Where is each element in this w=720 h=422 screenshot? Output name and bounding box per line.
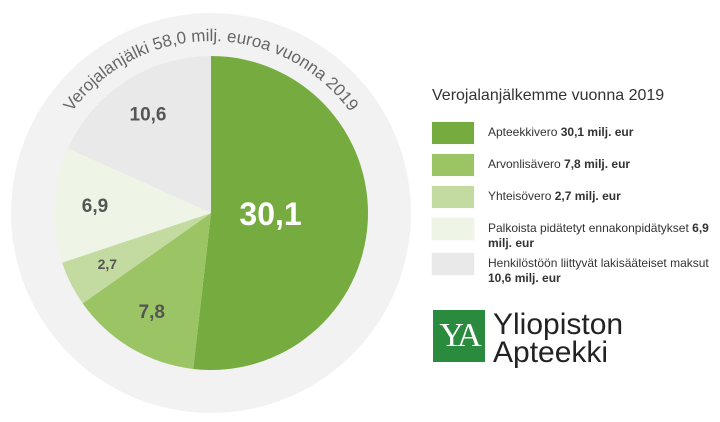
legend-name: Palkoista pidätetyt ennakonpidätykset [488,221,689,235]
pie: 30,1 7,8 2,7 6,9 10,6 [53,56,369,371]
legend-amount: 10,6 milj. eur [488,271,561,285]
logo-line: Yliopiston [493,308,624,341]
legend-title: Verojalanjälkemme vuonna 2019 [432,87,665,104]
pie-slice [67,56,211,213]
pie-slice [193,56,369,371]
data-label: 6,9 [82,196,108,217]
legend-swatch [432,122,474,144]
legend-text: Palkoista pidätetyt ennakonpidätykset 6,… [488,221,720,251]
data-label: 7,8 [139,302,165,323]
data-label: 2,7 [98,256,118,272]
legend-swatch [432,186,474,208]
logo-mark: YA [433,310,485,362]
pie-slice [62,213,212,304]
legend-amount: 6,9 milj. eur [488,221,709,250]
logo-line: Apteekki [493,336,609,369]
legend-swatch [432,218,474,240]
legend-amount: 30,1 milj. eur [560,125,634,139]
legend-amount: 7,8 milj. eur [564,157,631,171]
legend-swatch [432,253,474,275]
pie-slice [53,148,211,263]
legend-name: Arvonlisävero [488,157,561,171]
legend-text: Henkilöstöön liittyvät lakisääteiset mak… [488,256,720,286]
legend-swatch [432,154,474,176]
pie-slice [82,213,212,369]
legend-name: Yhteisövero [488,189,552,203]
legend-text: Apteekkivero 30,1 milj. eur [488,125,720,140]
data-label: 30,1 [239,196,301,232]
legend-amount: 2,7 milj. eur [554,189,621,203]
legend-name: Apteekkivero [488,125,558,139]
legend-name: Henkilöstöön liittyvät lakisääteiset mak… [488,256,709,270]
legend-text: Arvonlisävero 7,8 milj. eur [488,157,720,172]
data-label: 10,6 [130,104,167,125]
legend-text: Yhteisövero 2,7 milj. eur [488,189,720,204]
